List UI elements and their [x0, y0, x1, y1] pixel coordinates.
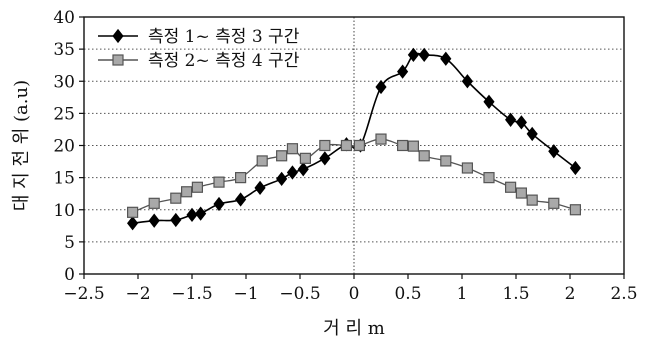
legend-marker [112, 54, 124, 66]
x-tick-label: −0.5 [279, 284, 320, 304]
data-point [148, 213, 160, 228]
data-point [418, 150, 430, 162]
data-point [407, 47, 419, 63]
data-point [483, 172, 495, 184]
data-point [569, 204, 582, 216]
series-line [132, 52, 576, 225]
data-point [256, 155, 268, 167]
x-tick-label: −2 [125, 284, 150, 304]
data-point [353, 139, 365, 152]
y-tick-label: 25 [53, 104, 75, 124]
data-point [286, 165, 299, 180]
x-tick-label: −2.5 [63, 284, 104, 304]
legend-marker [112, 28, 124, 44]
data-point [186, 207, 198, 223]
data-point [276, 171, 288, 187]
legend-entry-2: 측정 2~ 측정 4 구간 [98, 51, 300, 71]
legend-entry-1: 측정 1~ 측정 3 구간 [98, 27, 300, 47]
data-point [170, 212, 182, 228]
data-point [548, 197, 560, 209]
data-point [170, 192, 182, 204]
data-point [148, 197, 160, 209]
legend-label: 측정 2~ 측정 4 구간 [148, 51, 300, 71]
data-point [213, 196, 225, 212]
data-point [483, 94, 495, 109]
x-tick-label: 1 [457, 284, 468, 304]
y-tick-label: 20 [53, 137, 75, 157]
x-tick-label: 0 [349, 284, 360, 304]
grid-lines [84, 17, 624, 274]
x-tick-label: 0.5 [394, 284, 421, 304]
data-point [461, 74, 473, 89]
data-point [505, 181, 517, 193]
data-point [505, 112, 517, 127]
data-point [440, 51, 452, 66]
axes: 0 5 10 15 20 25 30 35 40 −2.5 −2 −1.5 −1 −0.5 0 0.5 1 1.5… [53, 8, 637, 304]
data-point [440, 155, 452, 167]
data-point [319, 151, 331, 166]
data-point [213, 176, 225, 188]
data-point [299, 152, 311, 164]
y-tick-label: 0 [64, 265, 75, 285]
data-point [418, 47, 430, 63]
data-point [526, 194, 538, 206]
data-point [181, 186, 193, 198]
data-point [235, 192, 247, 207]
data-point [515, 115, 527, 130]
data-point [397, 64, 409, 79]
data-point [375, 133, 387, 145]
data-point [569, 160, 581, 176]
data-point [254, 180, 266, 196]
data-point [397, 139, 409, 152]
series-layer [126, 47, 582, 231]
data-point [297, 162, 309, 177]
data-point [515, 187, 528, 199]
data-point [235, 172, 247, 184]
y-tick-label: 15 [53, 169, 75, 189]
data-point [548, 144, 560, 159]
x-axis-title: 거 리 m [323, 318, 385, 339]
x-tick-label: 2.5 [610, 284, 637, 304]
x-tick-label: 1.5 [502, 284, 529, 304]
data-point [276, 150, 288, 162]
y-tick-label: 5 [64, 233, 75, 253]
data-point [340, 139, 353, 152]
series-2 [126, 133, 582, 218]
data-point [375, 79, 387, 95]
data-point [191, 181, 203, 193]
data-point [461, 162, 473, 174]
y-axis-title: 대 지 전 위 (a.u) [11, 80, 32, 211]
data-point [407, 140, 419, 152]
y-tick-label: 30 [53, 72, 75, 92]
y-tick-label: 40 [53, 8, 75, 28]
x-tick-label: 2 [565, 284, 576, 304]
data-point [319, 139, 331, 152]
data-point [195, 206, 207, 221]
x-tick-label: −1.5 [171, 284, 212, 304]
x-tick-label: −1 [233, 284, 258, 304]
data-point [526, 126, 538, 142]
legend-label: 측정 1~ 측정 3 구간 [148, 27, 300, 47]
data-point [286, 143, 299, 155]
y-tick-label: 35 [53, 40, 75, 60]
data-point [126, 206, 139, 218]
data-point [127, 216, 139, 231]
y-tick-label: 10 [53, 201, 75, 221]
